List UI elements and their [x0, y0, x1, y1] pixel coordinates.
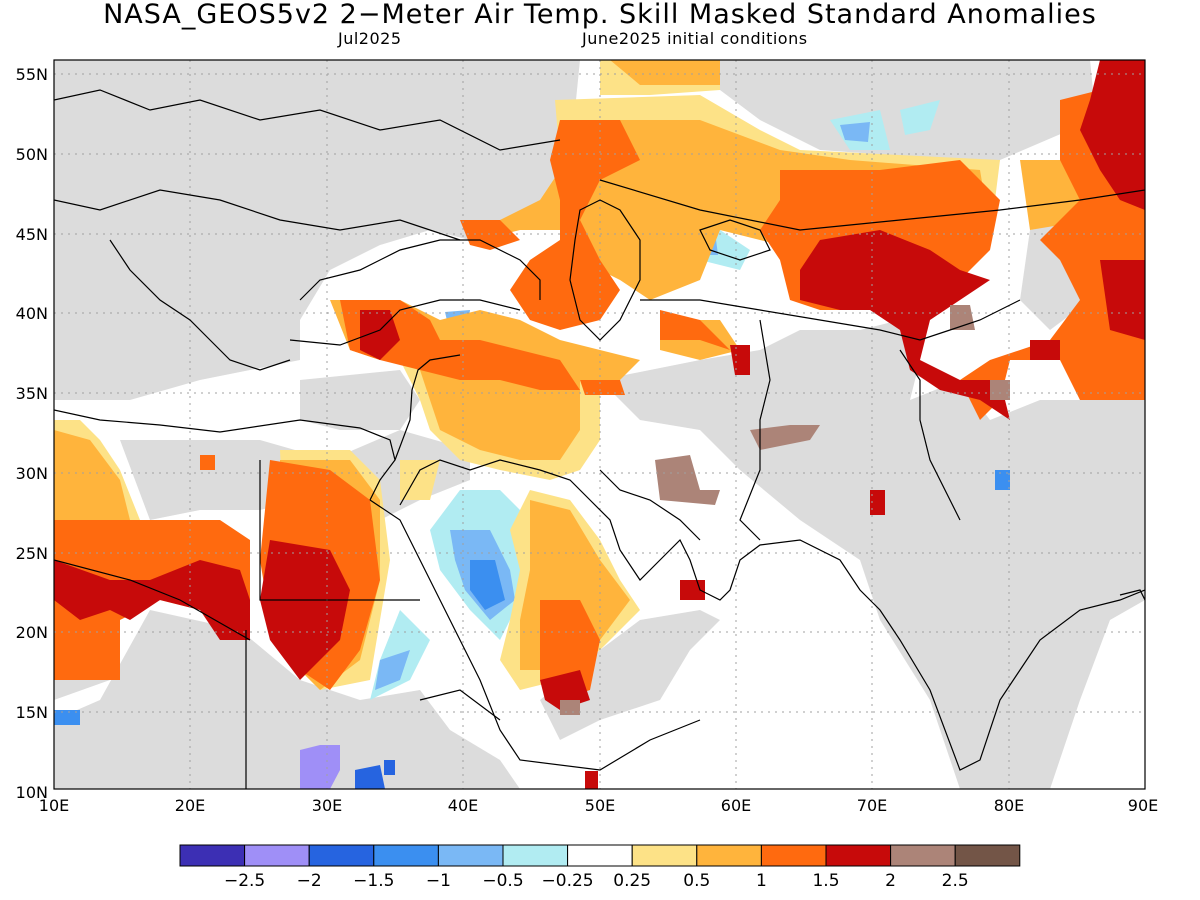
- colorbar-label: 2.5: [942, 871, 969, 891]
- colorbar-label: 1: [756, 871, 767, 891]
- colorbar-labels: −2.5 −2 −1.5 −1 −0.5 −0.25 0.25 0.5 1 1.5 2 2.5: [224, 871, 969, 891]
- valid-month-label: Jul2025: [338, 29, 402, 48]
- colorbar-swatch: [890, 844, 956, 867]
- colorbar-swatch: [696, 844, 762, 867]
- colorbar-label: 0.5: [683, 871, 710, 891]
- colorbar-label: −1.5: [353, 871, 394, 891]
- lat-tick-label: 35N: [16, 384, 48, 403]
- colorbar-swatch: [308, 844, 375, 867]
- lon-tick-label: 10E: [39, 796, 69, 815]
- colorbar-swatch: [502, 844, 569, 867]
- lon-tick-label: 80E: [994, 796, 1024, 815]
- colorbar-swatch: [825, 844, 892, 867]
- colorbar-swatch: [179, 844, 246, 867]
- lat-tick-label: 15N: [16, 703, 48, 722]
- lat-tick-label: 30N: [16, 464, 48, 483]
- lat-tick-label: 40N: [16, 304, 48, 323]
- colorbar-label: −1: [426, 871, 451, 891]
- map-frame: [53, 59, 1146, 790]
- colorbar-label: −0.5: [482, 871, 523, 891]
- colorbar-swatch: [244, 844, 310, 867]
- cool-deep-areas: [355, 760, 395, 789]
- lat-tick-label: 20N: [16, 623, 48, 642]
- cool-strong-areas: [54, 470, 1010, 725]
- lon-tick-label: 90E: [1128, 796, 1158, 815]
- init-conditions-label: June2025 initial conditions: [582, 29, 808, 48]
- colorbar: [179, 844, 1021, 867]
- lon-axis: 10E 20E 30E 40E 50E 60E 70E 80E 90E: [39, 796, 1158, 815]
- colorbar-label: 1.5: [812, 871, 839, 891]
- colorbar-label: 2: [885, 871, 896, 891]
- lat-tick-label: 55N: [16, 65, 48, 84]
- map-field: [54, 60, 1145, 789]
- colorbar-swatch: [631, 844, 698, 867]
- lat-axis: 10N 15N 20N 25N 30N 35N 40N 45N 50N 55N: [16, 65, 48, 802]
- colorbar-label: −2: [297, 871, 322, 891]
- map-gridlines: [54, 60, 1145, 789]
- colorbar-label: −0.25: [542, 871, 594, 891]
- lon-tick-label: 50E: [585, 796, 615, 815]
- lat-tick-label: 10N: [16, 783, 48, 802]
- lat-tick-label: 45N: [16, 225, 48, 244]
- lon-tick-label: 20E: [175, 796, 205, 815]
- colorbar-swatch: [373, 844, 439, 867]
- colorbar-swatch: [760, 844, 827, 867]
- cool-very-strong-areas: [300, 745, 340, 789]
- colorbar-swatch: [954, 844, 1021, 867]
- colorbar-swatch: [567, 844, 633, 867]
- colorbar-swatch: [437, 844, 504, 867]
- map-title: NASA_GEOS5v2 2−Meter Air Temp. Skill Mas…: [103, 0, 1097, 30]
- lon-tick-label: 40E: [448, 796, 478, 815]
- warm-very-strong-areas: [54, 60, 1145, 789]
- lat-tick-label: 50N: [16, 145, 48, 164]
- lon-tick-label: 60E: [721, 796, 751, 815]
- colorbar-label: −2.5: [224, 871, 265, 891]
- lon-tick-label: 70E: [857, 796, 887, 815]
- lat-tick-label: 25N: [16, 544, 48, 563]
- colorbar-label: 0.25: [613, 871, 651, 891]
- lon-tick-label: 30E: [312, 796, 342, 815]
- coastlines-and-borders: [54, 89, 1145, 789]
